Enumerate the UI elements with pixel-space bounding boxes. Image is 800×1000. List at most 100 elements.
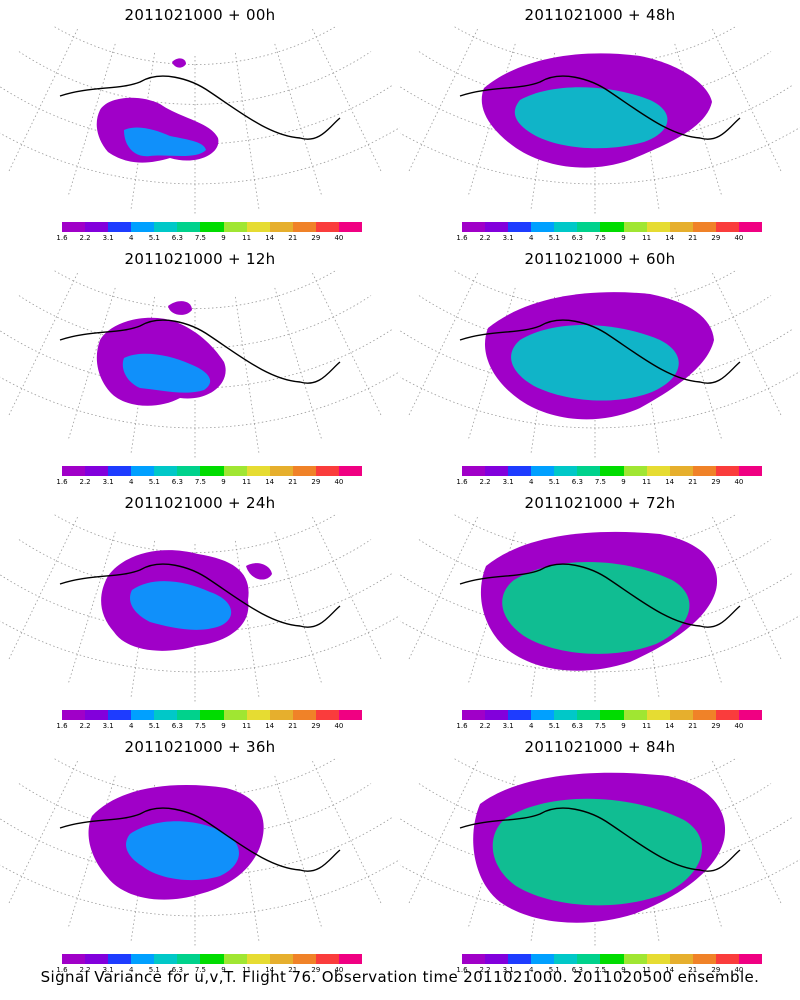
colorbar-swatch xyxy=(177,710,201,720)
colorbar-swatch xyxy=(62,710,86,720)
colorbar-tick-label: 1.6 xyxy=(456,234,468,242)
colorbar-tick-label: 9 xyxy=(621,722,626,730)
colorbar-tick-label: 14 xyxy=(665,966,675,974)
colorbar xyxy=(62,710,363,720)
colorbar-swatch xyxy=(338,222,363,232)
colorbar-tick-label: 7.5 xyxy=(594,966,607,974)
colorbar-swatch xyxy=(62,222,86,232)
variance-shading xyxy=(473,772,726,923)
colorbar-swatch xyxy=(646,710,670,720)
panel-title: 2011021000 + 60h xyxy=(524,250,676,268)
colorbar-tick-label: 9 xyxy=(221,234,226,242)
forecast-panel: 2011021000 + 36h 1.6 2.2 3.1 4 5.1 6.3 7.5 9 11 14… xyxy=(0,732,400,974)
polar-map xyxy=(0,270,400,460)
colorbar-swatch xyxy=(269,466,293,476)
colorbar-tick-label: 21 xyxy=(688,234,698,242)
colorbar-tick-label: 21 xyxy=(288,722,298,730)
colorbar-swatch xyxy=(577,710,601,720)
forecast-panel: 2011021000 + 48h 1.6 2.2 3.1 4 5.1 6.3 7.5 9 11 14… xyxy=(400,0,800,242)
colorbar-swatch xyxy=(246,710,270,720)
figure-caption: Signal Variance for u,v,T. Flight 76. Ob… xyxy=(40,968,760,986)
colorbar-tick-label: 5.1 xyxy=(548,478,560,486)
colorbar-tick-label: 14 xyxy=(265,966,275,974)
colorbar-tick-label: 21 xyxy=(688,478,698,486)
colorbar-swatch xyxy=(600,222,624,232)
colorbar-swatch xyxy=(669,710,693,720)
colorbar-tick-label: 11 xyxy=(242,966,252,974)
colorbar-swatch xyxy=(154,710,178,720)
colorbar-tick-label: 4 xyxy=(528,234,534,242)
colorbar-tick-label: 9 xyxy=(621,234,626,242)
variance-shading xyxy=(101,550,272,651)
colorbar-swatch xyxy=(531,710,555,720)
colorbar-tick-label: 2.2 xyxy=(79,722,91,730)
forecast-panel: 2011021000 + 72h 1.6 2.2 3.1 4 5.1 6.3 7.5 9 11 14… xyxy=(400,488,800,730)
colorbar-tick-label: 21 xyxy=(688,722,698,730)
colorbar-tick-label: 9 xyxy=(221,722,226,730)
colorbar-swatch xyxy=(223,954,247,964)
colorbar-swatch xyxy=(646,954,670,964)
colorbar-tick-label: 1.6 xyxy=(56,478,68,486)
colorbar-tick-label: 6.3 xyxy=(171,722,183,730)
colorbar-swatch xyxy=(554,222,578,232)
colorbar-swatch xyxy=(269,222,293,232)
colorbar-swatch xyxy=(738,222,763,232)
coastline xyxy=(59,319,341,384)
colorbar-swatch xyxy=(554,466,578,476)
colorbar-tick-label: 5.1 xyxy=(548,966,560,974)
colorbar-swatch xyxy=(738,466,763,476)
colorbar-swatch xyxy=(177,466,201,476)
colorbar-swatch xyxy=(246,222,270,232)
polar-map xyxy=(400,26,800,216)
colorbar-tick-label: 3.1 xyxy=(102,722,114,730)
colorbar-swatch xyxy=(485,710,509,720)
colorbar-swatch xyxy=(715,954,739,964)
colorbar-tick-label: 6.3 xyxy=(571,722,583,730)
colorbar-swatch xyxy=(338,466,363,476)
colorbar xyxy=(62,954,363,964)
forecast-panel: 2011021000 + 12h 1.6 2.2 3.1 4 5.1 6.3 7.5 9 11 14… xyxy=(0,244,400,486)
colorbar-tick-label: 9 xyxy=(621,478,626,486)
colorbar-swatch xyxy=(200,954,224,964)
colorbar-swatch xyxy=(315,466,339,476)
colorbar-swatch xyxy=(131,222,155,232)
colorbar-tick-label: 29 xyxy=(311,722,321,730)
colorbar-swatch xyxy=(269,710,293,720)
colorbar-labels: 1.6 2.2 3.1 4 5.1 6.3 7.5 9 11 14 21 29 40 xyxy=(0,234,400,244)
colorbar-swatch xyxy=(177,954,201,964)
colorbar-labels: 1.6 2.2 3.1 4 5.1 6.3 7.5 9 11 14 21 29 40 xyxy=(0,478,400,488)
colorbar-tick-label: 3.1 xyxy=(102,234,114,242)
colorbar-swatch xyxy=(315,710,339,720)
colorbar-swatch xyxy=(131,954,155,964)
graticule xyxy=(0,26,400,216)
colorbar xyxy=(462,222,763,232)
colorbar-tick-label: 40 xyxy=(334,234,344,242)
colorbar-swatch xyxy=(669,466,693,476)
colorbar-tick-label: 7.5 xyxy=(594,722,607,730)
colorbar-tick-label: 4 xyxy=(528,478,534,486)
colorbar-swatch xyxy=(462,710,486,720)
colorbar-swatch xyxy=(462,466,486,476)
colorbar-swatch xyxy=(292,954,316,964)
colorbar-swatch xyxy=(108,466,132,476)
colorbar-swatch xyxy=(223,710,247,720)
coastline xyxy=(459,319,741,384)
colorbar-swatch xyxy=(508,222,532,232)
colorbar-tick-label: 1.6 xyxy=(56,722,68,730)
colorbar-swatch xyxy=(623,954,647,964)
colorbar-tick-label: 6.3 xyxy=(571,234,583,242)
colorbar-swatch xyxy=(315,954,339,964)
colorbar-swatch xyxy=(485,222,509,232)
colorbar-swatch xyxy=(292,710,316,720)
coastline xyxy=(59,75,341,140)
colorbar-tick-label: 14 xyxy=(665,234,675,242)
colorbar-tick-label: 9 xyxy=(621,966,626,974)
colorbar-swatch xyxy=(269,954,293,964)
colorbar-swatch xyxy=(531,954,555,964)
colorbar-swatch xyxy=(508,954,532,964)
colorbar-tick-label: 9 xyxy=(221,478,226,486)
colorbar-tick-label: 29 xyxy=(711,478,721,486)
colorbar-tick-label: 3.1 xyxy=(502,722,514,730)
colorbar-tick-label: 11 xyxy=(642,234,652,242)
colorbar-swatch xyxy=(177,222,201,232)
